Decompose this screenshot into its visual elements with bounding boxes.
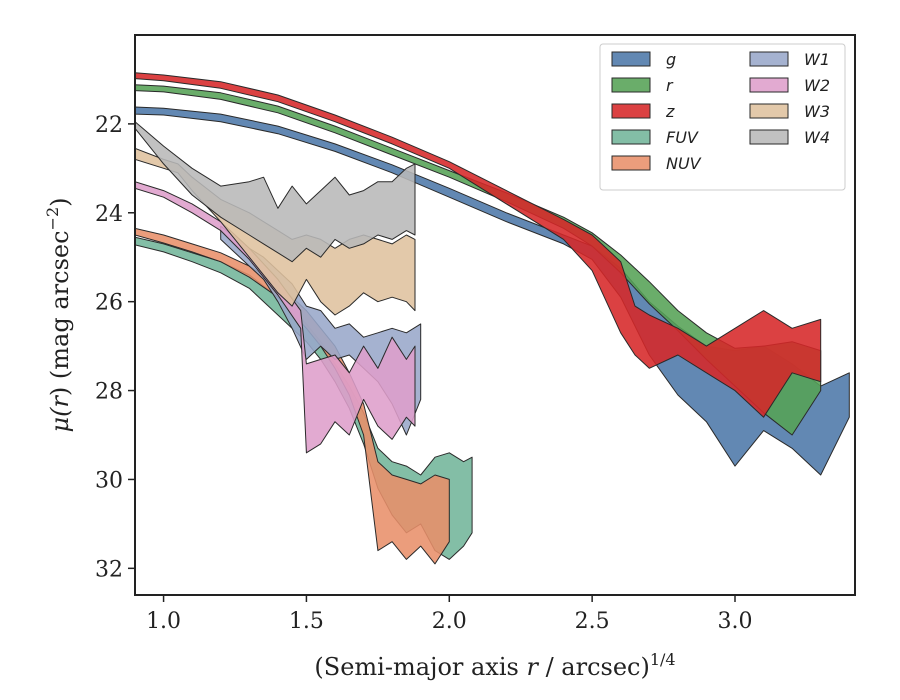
legend-label-w3: W3 [804,102,830,121]
legend-label-r: r [666,76,674,95]
x-tick-label: 1.5 [289,609,324,634]
x-tick-label: 2.0 [432,609,467,634]
legend-swatch-w3 [749,103,789,119]
legend-label-fuv: FUV [666,128,699,147]
y-tick-label: 26 [95,291,123,316]
legend-label-w4: W4 [804,128,830,147]
legend-swatch-z [611,103,651,119]
legend: grz FUV NUV W1 W2 W3 W4 [599,43,846,191]
legend-label-g: g [666,50,676,69]
band-w4 [135,121,416,263]
y-axis-title: μ(r) (mag arcsec−2) [43,197,74,432]
legend-swatch-fuv [611,129,651,145]
legend-swatch-nuv [611,155,651,171]
legend-label-z: z [665,102,675,121]
legend-label-w2: W2 [804,76,830,95]
legend-swatch-r [611,77,651,93]
band-z [135,72,822,418]
y-tick-label: 24 [95,202,123,227]
y-tick-label: 28 [95,380,123,405]
legend-swatch-w2 [749,77,789,93]
legend-swatch-w1 [749,51,789,67]
y-tick-label: 30 [95,468,123,493]
y-tick-label: 32 [95,557,123,582]
x-axis: 1.0 1.5 2.0 2.5 3.0 [146,595,753,634]
x-tick-label: 2.5 [575,609,610,634]
x-tick-label: 3.0 [718,609,753,634]
series-bands [135,72,850,565]
plot-frame [134,34,856,596]
legend-label-w1: W1 [804,50,830,69]
legend-label-nuv: NUV [666,154,702,173]
legend-swatch-w4 [749,129,789,145]
y-axis: 22 24 26 28 30 32 [95,113,135,582]
legend-swatch-g [611,51,651,67]
y-tick-label: 22 [95,113,123,138]
x-axis-title: (Semi-major axis r / arcsec)1/4 [314,650,675,681]
x-tick-label: 1.0 [146,609,181,634]
